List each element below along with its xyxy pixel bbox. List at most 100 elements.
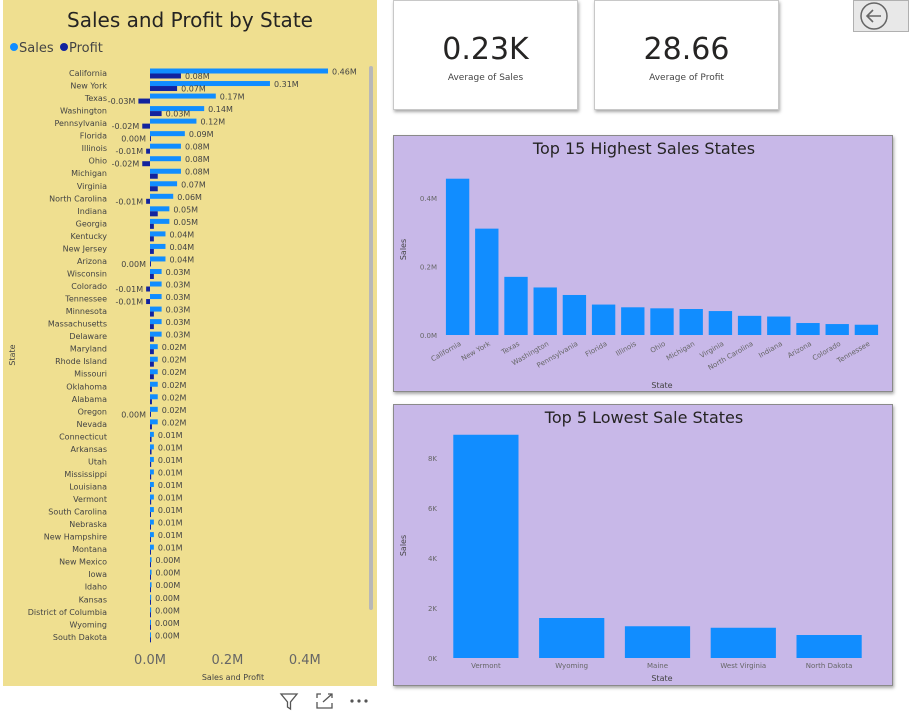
x-tick-label: 0.2M <box>211 653 243 668</box>
profit-data-label: -0.02M <box>112 160 140 169</box>
profit-bar <box>150 562 151 568</box>
profit-bar <box>150 549 151 555</box>
sales-data-label: 0.09M <box>189 130 214 139</box>
legend-profit-label: Profit <box>69 41 103 56</box>
profit-bar <box>150 461 152 467</box>
x-tick-label: Indiana <box>757 340 783 360</box>
x-axis-title: State <box>651 381 672 390</box>
sales-bar <box>475 228 499 335</box>
sales-bar <box>621 307 645 335</box>
scrollbar[interactable] <box>369 66 373 610</box>
state-label: Florida <box>80 132 107 141</box>
state-label: Illinois <box>82 144 107 153</box>
sales-data-label: 0.01M <box>158 531 183 540</box>
profit-bar <box>146 148 150 154</box>
y-tick-label: 0.4M <box>420 195 437 203</box>
sales-bar <box>150 406 158 412</box>
average-sales-caption: Average of Sales <box>447 73 524 83</box>
sales-bar <box>710 627 776 658</box>
sales-bar <box>150 181 178 187</box>
sales-data-label: 0.06M <box>177 193 202 202</box>
sales-bar <box>150 444 154 450</box>
sales-bar <box>150 294 162 300</box>
sales-bar <box>504 276 528 335</box>
state-label: Delaware <box>69 332 107 341</box>
y-tick-label: 4K <box>428 555 437 563</box>
profit-bar <box>142 161 150 167</box>
chart-title: Top 15 Highest Sales States <box>532 139 755 158</box>
state-label: Georgia <box>76 219 107 228</box>
back-button[interactable] <box>853 0 909 32</box>
profit-bar <box>150 624 151 630</box>
sales-bar <box>150 356 158 362</box>
state-label: Maryland <box>70 345 107 354</box>
state-label: Indiana <box>77 207 107 216</box>
average-sales-value: 0.23K <box>442 32 529 67</box>
state-label: Ohio <box>89 157 108 166</box>
state-label: Nebraska <box>69 520 107 529</box>
state-label: Arizona <box>77 257 107 266</box>
sales-bar <box>150 281 162 287</box>
x-tick-label: Vermont <box>471 662 501 670</box>
profit-data-label: 0.00M <box>121 135 146 144</box>
average-profit-card[interactable]: 28.66 Average of Profit <box>594 0 779 110</box>
sales-data-label: 0.02M <box>162 406 187 415</box>
y-tick-label: 6K <box>428 505 437 513</box>
sales-data-label: 0.01M <box>158 506 183 515</box>
state-label: Wyoming <box>69 620 107 629</box>
state-label: South Carolina <box>48 508 107 517</box>
sales-bar <box>150 131 185 137</box>
state-label: New York <box>70 82 107 91</box>
sales-data-label: 0.01M <box>158 544 183 553</box>
y-tick-label: 2K <box>428 605 437 613</box>
more-options-button[interactable] <box>348 690 372 716</box>
state-label: Wisconsin <box>67 269 107 278</box>
sales-data-label: 0.08M <box>185 168 210 177</box>
average-profit-value: 28.66 <box>643 32 730 67</box>
profit-bar <box>150 637 151 643</box>
profit-bar <box>150 411 151 417</box>
sales-bar <box>453 434 519 658</box>
profit-bar <box>150 512 151 518</box>
sales-profit-by-state-chart: Sales and Profit by State Sales Profit Cali… <box>8 8 373 682</box>
profit-bar <box>150 273 154 279</box>
sales-bar <box>825 324 849 335</box>
sales-data-label: 0.02M <box>162 368 187 377</box>
more-options-icon <box>350 699 368 703</box>
sales-data-label: 0.03M <box>166 331 191 340</box>
y-axis-title: Sales <box>399 535 408 556</box>
chart-title: Top 5 Lowest Sale States <box>544 408 743 427</box>
y-axis-title: Sales <box>399 239 408 260</box>
state-label: Mississippi <box>64 470 107 479</box>
profit-bar <box>150 599 151 605</box>
state-label: Massachusetts <box>48 320 107 329</box>
state-label: Virginia <box>77 182 107 191</box>
sales-bar <box>796 635 862 658</box>
sales-bar <box>150 532 154 538</box>
profit-bar <box>150 223 154 229</box>
sales-data-label: 0.08M <box>185 143 210 152</box>
sales-data-label: 0.14M <box>208 105 233 114</box>
profit-bar <box>150 211 158 217</box>
average-sales-card[interactable]: 0.23K Average of Sales <box>393 0 578 110</box>
sales-bar <box>150 619 151 625</box>
filter-icon <box>279 693 299 711</box>
x-tick-label: North Dakota <box>806 662 853 670</box>
profit-bar <box>150 524 151 530</box>
y-axis-title: State <box>8 344 17 365</box>
sales-bar <box>854 324 879 335</box>
focus-mode-button[interactable] <box>314 690 336 716</box>
x-tick-label: 0.0M <box>134 653 166 668</box>
state-label: District of Columbia <box>28 608 107 617</box>
state-label: Alabama <box>72 395 107 404</box>
sales-bar <box>679 309 703 335</box>
y-tick-label: 0.0M <box>420 332 437 340</box>
state-label: New Mexico <box>59 558 107 567</box>
filter-button[interactable] <box>278 690 300 716</box>
state-label: Minnesota <box>66 307 107 316</box>
profit-data-label: 0.00M <box>121 410 146 419</box>
state-label: Oklahoma <box>66 382 107 391</box>
profit-bar <box>150 111 162 117</box>
profit-bar <box>150 587 151 593</box>
x-tick-label: Maine <box>647 662 668 670</box>
